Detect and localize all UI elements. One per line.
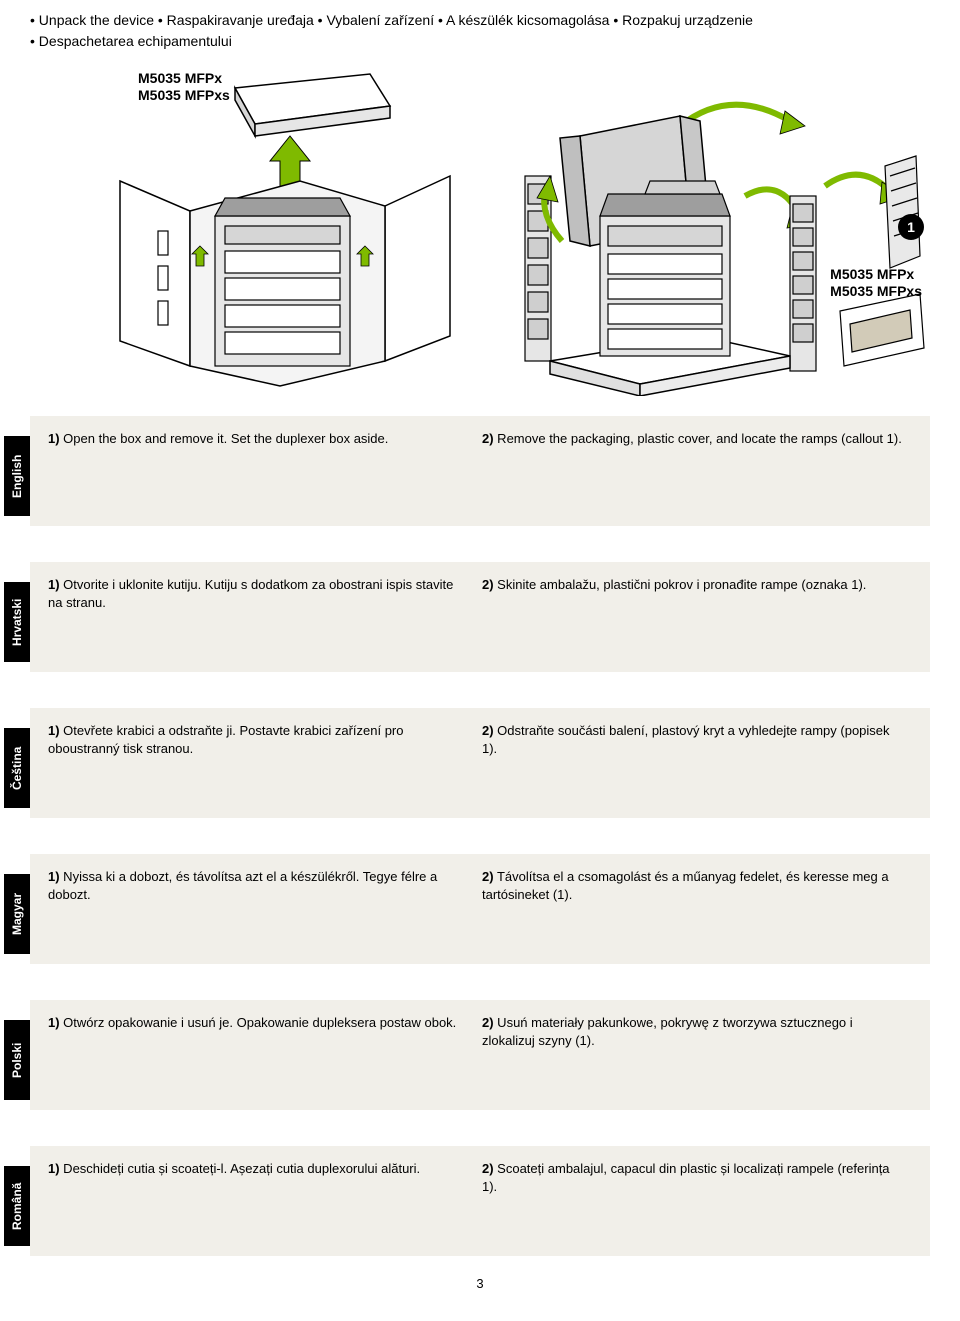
lang-tab-hrvatski: Hrvatski — [4, 582, 30, 662]
step2-cestina: 2) Odstraňte součásti balení, plastový k… — [482, 722, 916, 804]
step1-romana: 1) Deschideți cutia și scoateți-l. Așeza… — [48, 1160, 482, 1242]
callout-1: 1 — [898, 214, 924, 240]
page: • Unpack the device • Raspakiravanje ure… — [0, 0, 960, 1321]
step1-polski: 1) Otwórz opakowanie i usuń je. Opakowan… — [48, 1014, 482, 1096]
lang-tab-romana: Română — [4, 1166, 30, 1246]
title-main: Unpack the device — [39, 12, 154, 28]
title-translation-1: Vybalení zařízení — [326, 12, 434, 28]
instruction-magyar: Magyar 1) Nyissa ki a dobozt, és távolít… — [30, 854, 930, 964]
step2-english: 2) Remove the packaging, plastic cover, … — [482, 430, 916, 512]
diagram-right: M5035 MFPx M5035 MFPxs 1 — [490, 66, 930, 396]
lang-tab-magyar: Magyar — [4, 874, 30, 954]
diagrams-row: M5035 MFPx M5035 MFPxs — [30, 66, 930, 396]
instruction-hrvatski: Hrvatski 1) Otvorite i uklonite kutiju. … — [30, 562, 930, 672]
model-label-left: M5035 MFPx M5035 MFPxs — [138, 70, 230, 104]
title-translation-4: Despachetarea echipamentului — [39, 33, 232, 49]
step2-romana: 2) Scoateți ambalajul, capacul din plast… — [482, 1160, 916, 1242]
title-translation-3: Rozpakuj urządzenie — [622, 12, 753, 28]
step2-hrvatski: 2) Skinite ambalažu, plastični pokrov i … — [482, 576, 916, 658]
instruction-cestina: Čeština 1) Otevřete krabici a odstraňte … — [30, 708, 930, 818]
title-translation-2: A készülék kicsomagolása — [446, 12, 609, 28]
lang-tab-english: English — [4, 436, 30, 516]
instruction-polski: Polski 1) Otwórz opakowanie i usuń je. O… — [30, 1000, 930, 1110]
unpack-diagram-right-svg — [490, 66, 930, 396]
title-translation-0: Raspakiravanje uređaja — [167, 12, 314, 28]
step1-english: 1) Open the box and remove it. Set the d… — [48, 430, 482, 512]
instruction-english: English 1) Open the box and remove it. S… — [30, 416, 930, 526]
step2-magyar: 2) Távolítsa el a csomagolást és a műany… — [482, 868, 916, 950]
model-label-right-1: M5035 MFPx — [830, 266, 914, 282]
model-label-right-2: M5035 MFPxs — [830, 283, 922, 299]
lang-tab-polski: Polski — [4, 1020, 30, 1100]
unpack-diagram-left-svg — [30, 66, 460, 396]
diagram-left: M5035 MFPx M5035 MFPxs — [30, 66, 460, 396]
model-label-left-2: M5035 MFPxs — [138, 87, 230, 103]
step1-hrvatski: 1) Otvorite i uklonite kutiju. Kutiju s … — [48, 576, 482, 658]
step1-magyar: 1) Nyissa ki a dobozt, és távolítsa azt … — [48, 868, 482, 950]
title-line: • Unpack the device • Raspakiravanje ure… — [30, 10, 930, 52]
page-number: 3 — [30, 1276, 930, 1291]
lang-tab-cestina: Čeština — [4, 728, 30, 808]
step1-cestina: 1) Otevřete krabici a odstraňte ji. Post… — [48, 722, 482, 804]
instruction-romana: Română 1) Deschideți cutia și scoateți-l… — [30, 1146, 930, 1256]
model-label-left-1: M5035 MFPx — [138, 70, 222, 86]
model-label-right: M5035 MFPx M5035 MFPxs — [830, 266, 922, 300]
step2-polski: 2) Usuń materiały pakunkowe, pokrywę z t… — [482, 1014, 916, 1096]
